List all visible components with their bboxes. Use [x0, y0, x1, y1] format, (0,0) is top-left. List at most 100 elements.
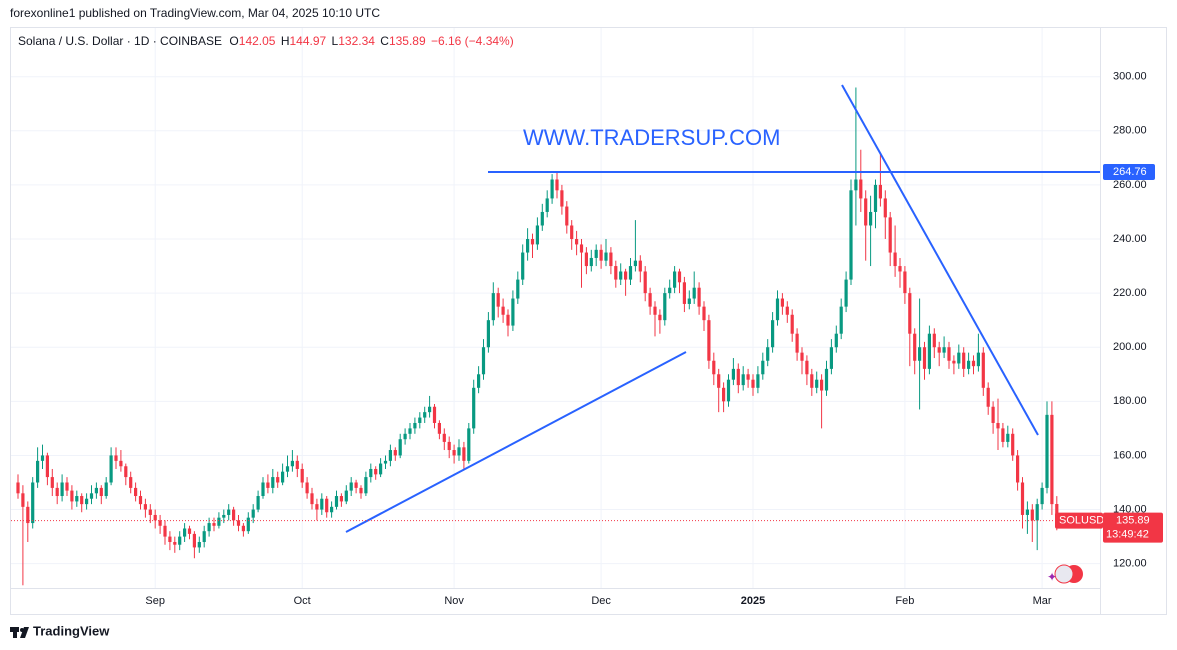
- candle-body: [393, 450, 397, 456]
- candle-body: [1055, 504, 1059, 521]
- y-tick-label: 180.00: [1113, 395, 1147, 407]
- candle-body: [967, 360, 971, 369]
- candle-body: [408, 428, 412, 434]
- candle-body: [633, 260, 637, 267]
- candle-body: [937, 347, 941, 353]
- candle-body: [521, 252, 525, 280]
- candle-body: [246, 517, 250, 532]
- candle-body: [751, 379, 755, 388]
- candle-body: [403, 433, 407, 440]
- candle-body: [178, 536, 182, 545]
- candle-body: [658, 314, 662, 321]
- y-tick-label: 280.00: [1113, 125, 1147, 137]
- candle-body: [1020, 482, 1025, 515]
- candle-body: [481, 347, 486, 375]
- y-tick-label: 120.00: [1113, 558, 1147, 570]
- open-value: 142.05: [239, 34, 276, 48]
- candle-body: [285, 466, 290, 472]
- candle-body: [722, 387, 726, 402]
- candle-body: [232, 509, 236, 521]
- y-tick-label: 160.00: [1113, 449, 1147, 461]
- candle-body: [65, 482, 69, 491]
- candle-body: [594, 249, 598, 258]
- candle-body: [138, 496, 143, 505]
- candle-body: [236, 520, 241, 526]
- candle-body: [114, 455, 118, 461]
- price-labels: 264.76 SOLUSD 135.89 13:49:42: [11, 164, 1163, 543]
- candle-body: [628, 266, 633, 280]
- candle-body: [677, 271, 682, 283]
- candle-body: [89, 493, 94, 499]
- candle-body: [927, 333, 931, 369]
- candle-body: [334, 496, 339, 507]
- candle-body: [570, 225, 574, 240]
- candle-body: [761, 360, 765, 375]
- flag-icon: [1054, 564, 1074, 584]
- candle-body: [354, 482, 358, 488]
- candle-body: [702, 306, 706, 321]
- candle-body: [447, 441, 451, 451]
- logo-part: [13, 627, 17, 638]
- candle-body: [731, 368, 735, 380]
- candle-body: [673, 271, 677, 288]
- y-tick-label: 300.00: [1113, 71, 1147, 83]
- candle-body: [834, 333, 838, 348]
- candle-body: [442, 433, 446, 442]
- candle-body: [349, 482, 353, 491]
- candle-body: [540, 211, 544, 226]
- candle-body: [50, 477, 54, 488]
- candle-body: [388, 450, 392, 461]
- candle-body: [432, 406, 437, 423]
- candle-body: [398, 439, 402, 456]
- candle-body: [555, 179, 559, 191]
- candle-body: [222, 514, 226, 518]
- candle-body: [712, 360, 716, 375]
- candle-body: [648, 293, 652, 307]
- candle-body: [663, 293, 667, 321]
- candle-body: [109, 455, 113, 483]
- candle-body: [854, 179, 858, 191]
- logo-part: [20, 627, 29, 638]
- candle-body: [1025, 509, 1029, 515]
- candle-body: [148, 509, 152, 515]
- candle-body: [339, 496, 343, 502]
- candle-body: [55, 487, 59, 497]
- candle-body: [619, 271, 623, 280]
- candle-body: [330, 506, 334, 513]
- trend-line: [345, 351, 687, 533]
- candle-body: [932, 333, 936, 348]
- candle-body: [129, 477, 133, 488]
- candle-body: [143, 504, 147, 510]
- candle-body: [800, 352, 804, 361]
- candle-body: [780, 298, 784, 307]
- candle-body: [952, 360, 956, 364]
- ticker-box: [1055, 512, 1103, 529]
- candle-body: [290, 460, 294, 467]
- change-value: −6.16 (−4.34%): [431, 34, 514, 48]
- candle-body: [869, 211, 873, 226]
- candle-body: [687, 298, 691, 304]
- candle-body: [682, 282, 686, 304]
- candle-body: [1001, 428, 1005, 442]
- high-value: 144.97: [289, 34, 326, 48]
- candle-body: [726, 379, 731, 402]
- candle-body: [530, 239, 535, 245]
- candle-body: [942, 347, 946, 353]
- candle-body: [1011, 433, 1015, 456]
- candle-body: [859, 179, 863, 199]
- candle-body: [80, 496, 84, 505]
- x-tick-label: Nov: [444, 595, 464, 607]
- close-value: 135.89: [389, 34, 426, 48]
- candle-body: [771, 320, 775, 348]
- price-axis: 120.00 140.00 160.00 180.00 200.00 220.00 240.…: [1113, 71, 1147, 570]
- x-tick-label: Dec: [591, 595, 611, 607]
- candle-body: [467, 428, 471, 461]
- candle-body: [227, 509, 231, 515]
- candle-body: [805, 360, 809, 375]
- low-value: 132.34: [338, 34, 375, 48]
- x-tick-label: 2025: [741, 595, 765, 607]
- candle-body: [584, 252, 588, 267]
- candle-body: [511, 298, 515, 326]
- candle-body: [903, 271, 907, 294]
- flag-icons: ✦: [1047, 564, 1083, 584]
